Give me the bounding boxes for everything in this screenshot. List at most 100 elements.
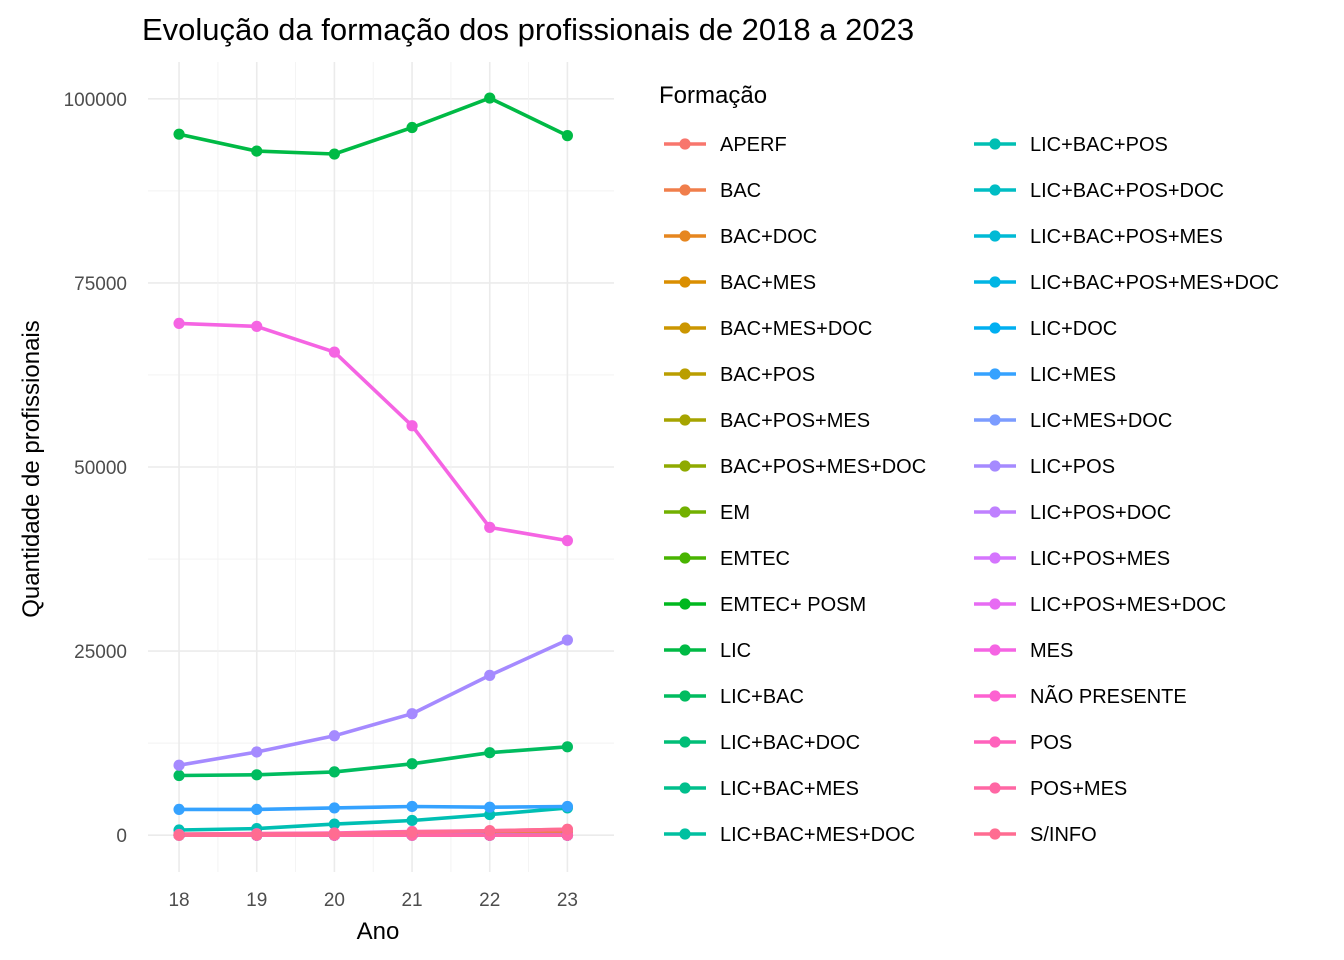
data-point-lic — [484, 92, 496, 104]
legend-label-pos: POS — [1030, 732, 1072, 754]
legend-label-lic-pos: LIC+POS — [1030, 456, 1115, 478]
legend-label-lic-pos-mes: LIC+POS+MES — [1030, 548, 1170, 570]
x-tick-label: 18 — [168, 890, 189, 911]
legend-key-point-lic-mes — [989, 368, 1001, 380]
legend-key-point-lic-bac-mes-doc — [679, 828, 691, 840]
legend-label-lic-bac-pos-mes: LIC+BAC+POS+MES — [1030, 226, 1223, 248]
data-point-lic-pos — [561, 634, 574, 646]
legend-label-lic-bac-doc: LIC+BAC+DOC — [720, 732, 860, 754]
legend-key-point-bac-doc — [679, 230, 691, 242]
y-tick-label: 25000 — [74, 642, 127, 663]
data-point-lic-bac — [328, 766, 340, 778]
series-line-lic-mes — [177, 804, 570, 812]
data-point-lic-mes — [328, 802, 340, 814]
legend-label-mes: MES — [1030, 640, 1073, 662]
legend-key-point-bac — [679, 184, 691, 196]
series-line-lic — [177, 96, 570, 156]
data-point-lic-bac — [406, 758, 418, 770]
series-line-mes — [177, 321, 570, 543]
legend-label-bac-pos: BAC+POS — [720, 364, 815, 386]
grid — [148, 62, 614, 872]
x-axis-title: Ano — [357, 918, 400, 945]
y-tick-label: 50000 — [74, 458, 127, 479]
y-axis-ticks: 0 25000 50000 75000 100000 — [64, 90, 127, 847]
legend-key-point-lic-bac-doc — [679, 736, 691, 748]
legend-label-bac-mes-doc: BAC+MES+DOC — [720, 318, 872, 340]
series-points — [173, 92, 574, 841]
x-tick-label: 21 — [401, 890, 422, 911]
legend-key-point-lic-bac-pos-mes-doc — [989, 276, 1001, 288]
x-tick-label: 20 — [324, 890, 345, 911]
data-point-s-info — [561, 823, 574, 835]
legend-label-em: EM — [720, 502, 750, 524]
legend-title: Formação — [659, 82, 767, 109]
legend-label-emtec: EMTEC — [720, 548, 790, 570]
legend-label-bac-mes: BAC+MES — [720, 272, 816, 294]
legend-key-point-lic-doc — [989, 322, 1001, 334]
legend-key-point-bac-pos-mes-doc — [679, 460, 691, 472]
legend-key-point-lic-pos-mes — [989, 552, 1001, 564]
legend-label-bac-pos-mes: BAC+POS+MES — [720, 410, 870, 432]
y-tick-label: 0 — [116, 826, 127, 847]
legend-label-nao-presente: NÃO PRESENTE — [1030, 684, 1187, 708]
legend-key-point-bac-mes-doc — [679, 322, 691, 334]
legend-key-point-lic-mes-doc — [989, 414, 1001, 426]
series-lines — [177, 96, 570, 838]
series-line-lic-pos — [177, 638, 570, 768]
legend-key-point-lic-pos-mes-doc — [989, 598, 1001, 610]
legend-label-aperf: APERF — [720, 134, 787, 156]
legend-label-emtec-posm: EMTEC+ POSM — [720, 594, 866, 616]
data-point-lic-bac — [251, 769, 263, 781]
data-point-lic-mes — [484, 801, 496, 813]
series-line-s-info — [177, 827, 570, 838]
chart-title: Evolução da formação dos profissionais d… — [142, 12, 914, 47]
data-point-s-info — [173, 829, 185, 841]
data-point-lic — [406, 121, 418, 134]
series-line-lic-bac — [177, 744, 570, 778]
legend-label-lic-bac-mes: LIC+BAC+MES — [720, 778, 859, 800]
legend-label-lic: LIC — [720, 640, 751, 662]
data-point-lic — [251, 145, 263, 157]
x-axis-ticks: 18 19 20 21 22 23 — [168, 890, 577, 911]
data-point-lic-pos — [484, 669, 496, 681]
legend-key-point-pos — [989, 736, 1001, 748]
legend-label-lic-bac-pos-mes-doc: LIC+BAC+POS+MES+DOC — [1030, 272, 1279, 294]
legend-label-bac-pos-mes-doc: BAC+POS+MES+DOC — [720, 456, 926, 478]
series-line-lic-bac-pos — [177, 806, 570, 832]
legend-label-lic-pos-doc: LIC+POS+DOC — [1030, 502, 1171, 524]
data-point-mes — [328, 346, 340, 358]
legend-label-lic-bac: LIC+BAC — [720, 686, 804, 708]
data-point-lic-bac-pos — [406, 814, 418, 827]
legend-key-point-lic-bac-pos-mes — [989, 230, 1001, 242]
data-point-mes — [251, 320, 263, 332]
legend-key-point-bac-mes — [679, 276, 691, 288]
y-axis-title: Quantidade de profissionais — [18, 320, 45, 618]
data-point-mes — [561, 535, 574, 547]
data-point-s-info — [406, 826, 418, 838]
data-point-s-info — [251, 828, 263, 841]
data-point-mes — [484, 521, 496, 533]
legend-label-lic-bac-pos-doc: LIC+BAC+POS+DOC — [1030, 180, 1224, 202]
legend-key-point-lic — [679, 644, 691, 656]
legend-key-point-lic-bac-mes — [679, 782, 691, 794]
legend-key-point-s-info — [989, 828, 1001, 840]
data-point-lic-bac — [173, 769, 185, 782]
y-tick-label: 75000 — [74, 274, 127, 295]
data-point-lic-mes — [561, 800, 574, 813]
data-point-lic-pos — [251, 746, 263, 758]
legend-key-point-bac-pos — [679, 368, 691, 380]
data-point-s-info — [328, 828, 340, 840]
y-tick-label: 100000 — [64, 90, 127, 111]
legend-key-point-em — [679, 506, 691, 518]
data-point-lic-pos — [328, 730, 340, 742]
legend-label-bac-doc: BAC+DOC — [720, 226, 817, 248]
data-point-lic-bac — [561, 741, 574, 753]
legend-key-point-emtec-posm — [679, 598, 691, 610]
legend-key-point-lic-bac-pos — [989, 138, 1001, 150]
data-point-mes — [406, 420, 418, 432]
legend-key-point-nao-presente — [989, 690, 1001, 702]
legend-label-s-info: S/INFO — [1030, 824, 1097, 846]
data-point-lic — [561, 130, 574, 142]
data-point-lic — [173, 128, 185, 140]
